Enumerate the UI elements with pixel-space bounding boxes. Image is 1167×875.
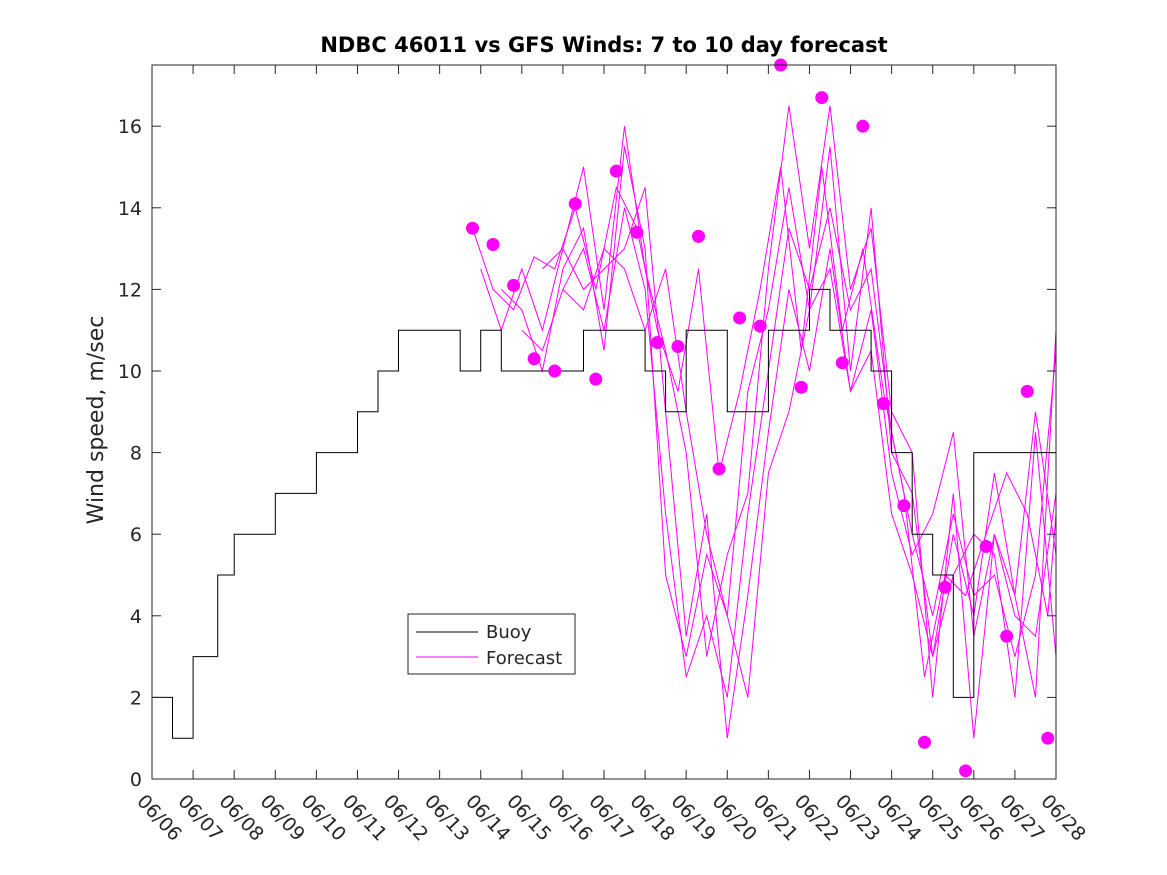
forecast-marker	[856, 119, 870, 133]
y-tick-label: 6	[130, 524, 142, 546]
forecast-marker	[835, 356, 849, 370]
x-tick-label: 06/15	[502, 790, 555, 845]
x-tick-label: 06/09	[256, 790, 309, 845]
forecast-run-line-2	[480, 105, 1056, 739]
x-tick-label: 06/28	[1036, 790, 1089, 845]
x-tick-label: 06/24	[872, 790, 925, 845]
forecast-marker	[609, 164, 623, 178]
forecast-run-line-5	[542, 187, 1056, 739]
plot-area	[152, 58, 1056, 778]
y-tick-label: 10	[118, 361, 142, 383]
forecast-marker	[568, 197, 582, 211]
forecast-marker	[712, 462, 726, 476]
legend: Buoy Forecast	[407, 613, 576, 675]
forecast-marker	[753, 319, 767, 333]
forecast-marker	[548, 364, 562, 378]
x-tick-label: 06/20	[708, 790, 761, 845]
forecast-marker	[918, 735, 932, 749]
forecast-marker	[692, 229, 706, 243]
y-tick-label: 8	[130, 443, 142, 465]
x-tick-label: 06/16	[543, 790, 596, 845]
legend-buoy-label: Buoy	[486, 622, 532, 643]
y-axis-label: Wind speed, m/sec	[84, 316, 109, 525]
forecast-marker	[876, 397, 890, 411]
legend-forecast-label: Forecast	[486, 648, 562, 669]
forecast-marker	[1020, 384, 1034, 398]
x-tick-label: 06/25	[913, 790, 966, 845]
forecast-marker	[815, 91, 829, 105]
chart-title: NDBC 46011 vs GFS Winds: 7 to 10 day for…	[320, 33, 887, 57]
forecast-run-line-3	[500, 146, 1056, 698]
forecast-run-line-1	[472, 166, 1056, 678]
buoy-line	[152, 288, 1056, 739]
x-tick-label: 06/13	[420, 790, 473, 845]
forecast-marker	[1041, 731, 1055, 745]
forecast-marker	[897, 499, 911, 513]
x-tick-label: 06/26	[954, 790, 1007, 845]
forecast-marker	[527, 352, 541, 366]
x-tick-label: 06/11	[338, 790, 391, 845]
forecast-marker	[938, 580, 952, 594]
forecast-marker	[650, 335, 664, 349]
forecast-marker	[466, 221, 480, 235]
x-tick-label: 06/08	[215, 790, 268, 845]
x-tick-label: 06/18	[625, 790, 678, 845]
forecast-marker	[671, 340, 685, 354]
forecast-marker	[733, 311, 747, 325]
legend-box	[407, 613, 576, 675]
forecast-marker	[794, 380, 808, 394]
forecast-marker	[507, 278, 521, 292]
y-tick-label: 14	[118, 198, 142, 220]
x-tick-label: 06/19	[667, 790, 720, 845]
y-tick-label: 16	[118, 116, 142, 138]
x-tick-label: 06/10	[297, 790, 350, 845]
x-tick-label: 06/21	[749, 790, 802, 845]
axes-box	[151, 64, 1057, 780]
x-tick-label: 06/23	[831, 790, 884, 845]
x-tick-label: 06/27	[995, 790, 1048, 845]
x-tick-label: 06/07	[173, 790, 226, 845]
y-tick-label: 12	[118, 279, 142, 301]
forecast-marker	[486, 238, 500, 252]
x-tick-label: 06/22	[790, 790, 843, 845]
axes: 024681012141606/0606/0706/0806/0906/1006…	[118, 65, 1090, 845]
x-tick-label: 06/12	[379, 790, 432, 845]
forecast-marker	[979, 539, 993, 553]
x-tick-label: 06/14	[461, 790, 514, 845]
forecast-marker	[589, 372, 603, 386]
forecast-marker	[630, 225, 644, 239]
y-tick-label: 0	[130, 769, 142, 791]
x-tick-label: 06/06	[132, 790, 185, 845]
forecast-marker	[959, 764, 973, 778]
forecast-marker	[1000, 629, 1014, 643]
y-tick-label: 4	[130, 606, 142, 628]
y-tick-label: 2	[130, 687, 142, 709]
x-tick-label: 06/17	[584, 790, 637, 845]
